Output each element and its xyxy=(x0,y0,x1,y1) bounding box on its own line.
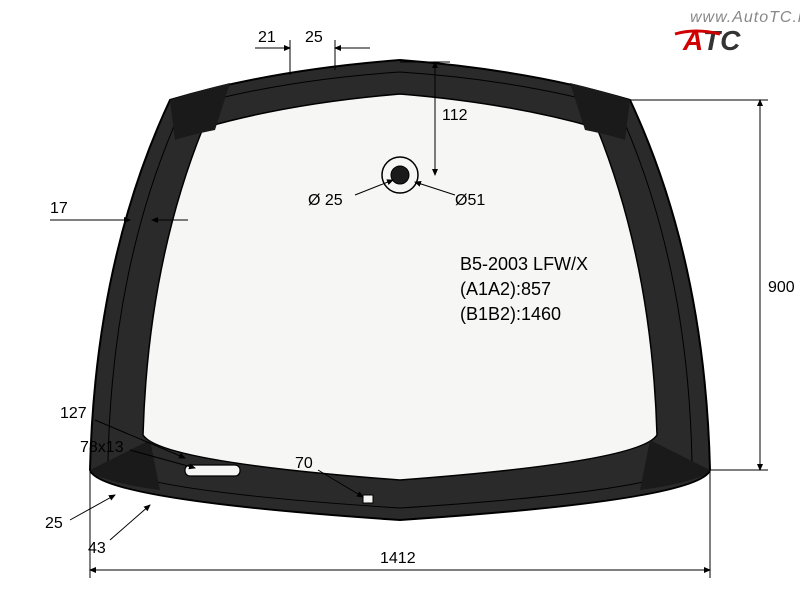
dim-1412: 1412 xyxy=(380,550,416,567)
sensor-inner-circle xyxy=(391,166,409,184)
dim-78x13: 78x13 xyxy=(80,439,124,456)
dim-70: 70 xyxy=(295,455,313,472)
bottom-notch xyxy=(363,495,373,503)
label-b1b2: (B1B2):1460 xyxy=(460,304,561,324)
label-part: B5-2003 LFW/X xyxy=(460,254,588,274)
technical-drawing: www.AutoTC.ru A TC xyxy=(0,0,800,600)
dim-127: 127 xyxy=(60,405,87,422)
dim-d51: Ø51 xyxy=(455,192,485,209)
watermark-url: www.AutoTC.ru xyxy=(690,9,800,26)
vin-window xyxy=(185,465,240,476)
dim-17: 17 xyxy=(50,200,68,217)
dim-112: 112 xyxy=(442,107,468,124)
dim-bl25: 25 xyxy=(45,515,63,532)
dim-d25: Ø 25 xyxy=(308,192,343,209)
watermark-logo-tc: TC xyxy=(703,25,741,56)
dim-25-top: 25 xyxy=(305,29,323,46)
dim-21: 21 xyxy=(258,29,276,46)
dim-bl43: 43 xyxy=(88,540,106,557)
watermark-block: www.AutoTC.ru A TC xyxy=(675,9,800,56)
label-a1a2: (A1A2):857 xyxy=(460,279,551,299)
dim-bottom-left: 25 43 xyxy=(45,495,150,557)
windshield-glass xyxy=(143,94,657,480)
windshield-shape xyxy=(90,60,710,520)
dim-900: 900 xyxy=(768,279,795,296)
